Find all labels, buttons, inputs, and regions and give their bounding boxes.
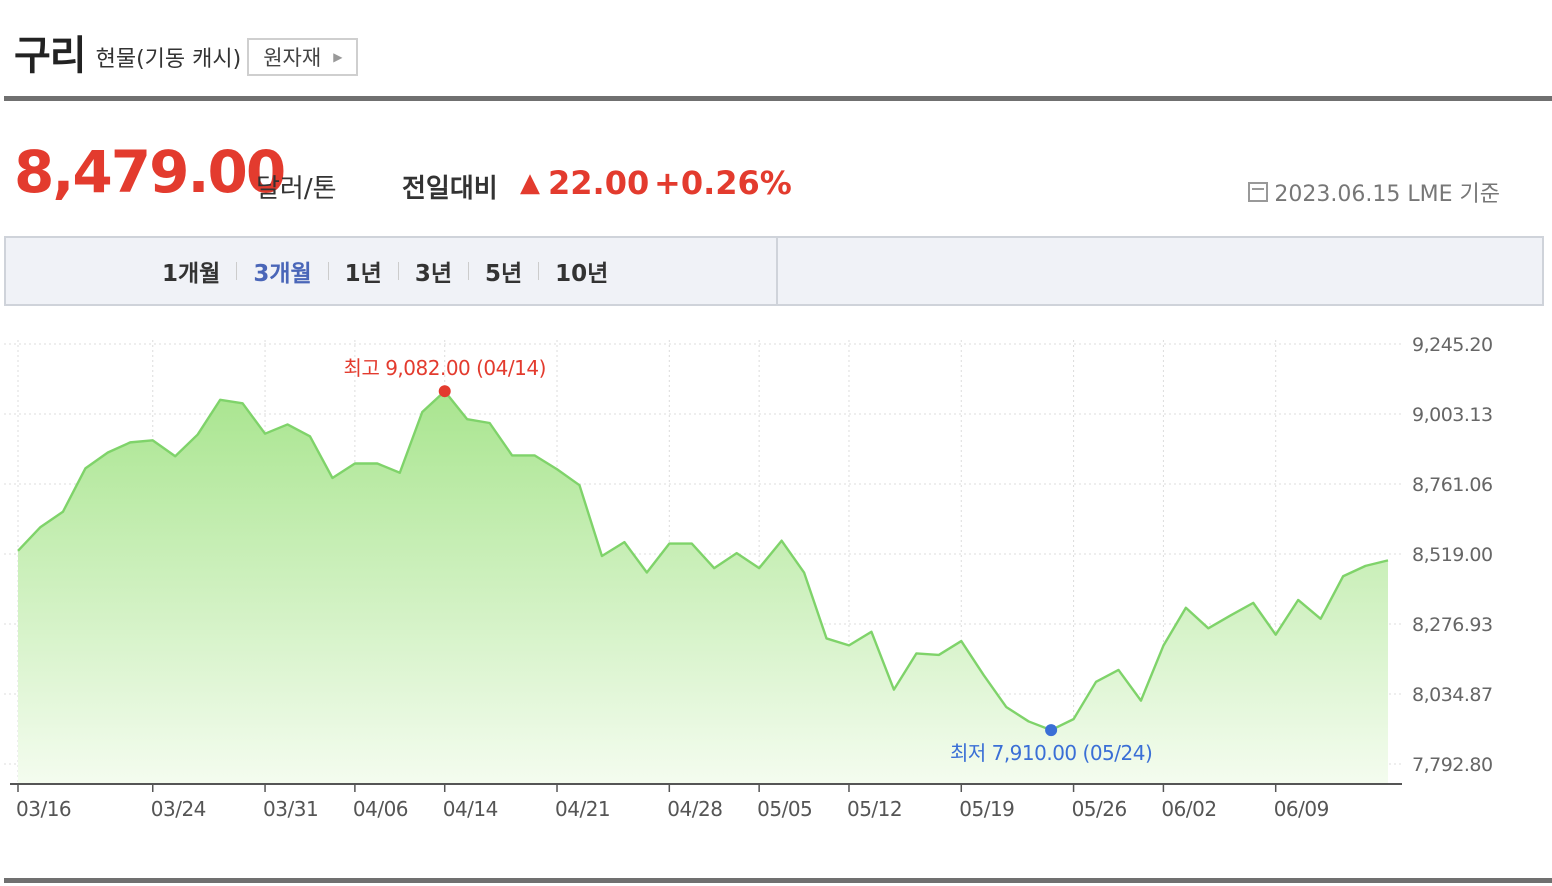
series-line bbox=[17, 389, 1389, 732]
x-tick-label: 06/02 bbox=[1161, 797, 1216, 821]
up-triangle-icon: ▲ bbox=[520, 168, 540, 198]
min-label: 최저 7,910.00 (05/24) bbox=[950, 741, 1152, 765]
change-percent: +0.26% bbox=[654, 164, 792, 202]
category-button[interactable]: 원자재 ▶ bbox=[247, 38, 359, 76]
tab-separator bbox=[397, 262, 399, 280]
x-tick-label: 04/21 bbox=[555, 797, 610, 821]
current-price: 8,479.00 bbox=[14, 138, 286, 206]
y-tick-label: 8,519.00 bbox=[1412, 544, 1493, 566]
x-tick-label: 05/12 bbox=[847, 797, 902, 821]
y-tick-label: 7,792.80 bbox=[1412, 754, 1493, 776]
calendar-icon bbox=[1248, 182, 1269, 202]
tab-period[interactable]: 1개월 bbox=[162, 261, 221, 287]
x-tick-label: 03/24 bbox=[151, 797, 206, 821]
page-title: 구리 bbox=[14, 33, 87, 79]
top-divider bbox=[4, 96, 1552, 101]
y-tick-label: 8,761.06 bbox=[1412, 474, 1493, 496]
y-tick-label: 9,003.13 bbox=[1412, 404, 1493, 426]
period-tabbar: 1개월 3개월 1년 3년 5년 10년 bbox=[4, 236, 1544, 306]
change-label: 전일대비 bbox=[402, 174, 498, 204]
tab-separator bbox=[468, 262, 469, 280]
tab-period[interactable]: 1년 bbox=[344, 261, 382, 287]
y-tick-label: 8,276.93 bbox=[1412, 614, 1493, 636]
area-fill bbox=[18, 391, 1388, 784]
tab-separator bbox=[236, 262, 238, 280]
x-tick-label: 04/06 bbox=[353, 797, 408, 821]
price-summary: 8,479.00 달러/톤 전일대비 ▲ 22.00 +0.26% 2023.0… bbox=[14, 138, 1544, 218]
tabbar-divider bbox=[776, 238, 778, 304]
tab-separator bbox=[538, 262, 540, 280]
x-tick-label: 04/28 bbox=[667, 797, 722, 821]
price-chart: 9,245.20 9,003.13 8,761.06 8,519.00 8,276.93… bbox=[4, 334, 1493, 821]
min-point bbox=[1045, 724, 1058, 737]
x-tick-label: 04/14 bbox=[443, 797, 498, 821]
x-tick-label: 05/05 bbox=[757, 797, 812, 821]
x-tick-label: 03/31 bbox=[263, 797, 318, 821]
change-value: 22.00 bbox=[548, 164, 650, 202]
bottom-divider bbox=[4, 878, 1552, 883]
max-point bbox=[438, 385, 451, 398]
x-tick-label: 03/16 bbox=[16, 797, 71, 821]
period-tabs: 1개월 3개월 1년 3년 5년 10년 bbox=[158, 238, 612, 304]
tab-period[interactable]: 3년 bbox=[414, 261, 452, 287]
header: 구리 현물(기동 캐시) 원자재 ▶ bbox=[14, 24, 359, 80]
y-tick-label: 9,245.20 bbox=[1412, 334, 1493, 356]
tab-period[interactable]: 3개월 bbox=[253, 261, 312, 287]
as-of-text: 2023.06.15 LME 기준 bbox=[1274, 182, 1500, 207]
tab-separator bbox=[327, 262, 329, 280]
tab-period[interactable]: 5년 bbox=[485, 261, 523, 287]
chevron-right-icon: ▶ bbox=[333, 50, 343, 64]
x-tick-label: 05/26 bbox=[1072, 797, 1127, 821]
max-label: 최고 9,082.00 (04/14) bbox=[344, 356, 546, 380]
price-unit: 달러/톤 bbox=[256, 174, 337, 204]
as-of: 2023.06.15 LME 기준 bbox=[1248, 176, 1500, 208]
y-tick-label: 8,034.87 bbox=[1412, 684, 1493, 706]
tab-period[interactable]: 10년 bbox=[555, 261, 609, 287]
category-button-label: 원자재 bbox=[263, 46, 322, 70]
page-subtitle: 현물(기동 캐시) bbox=[95, 47, 242, 72]
x-tick-label: 05/19 bbox=[959, 797, 1014, 821]
x-tick-label: 06/09 bbox=[1274, 797, 1329, 821]
